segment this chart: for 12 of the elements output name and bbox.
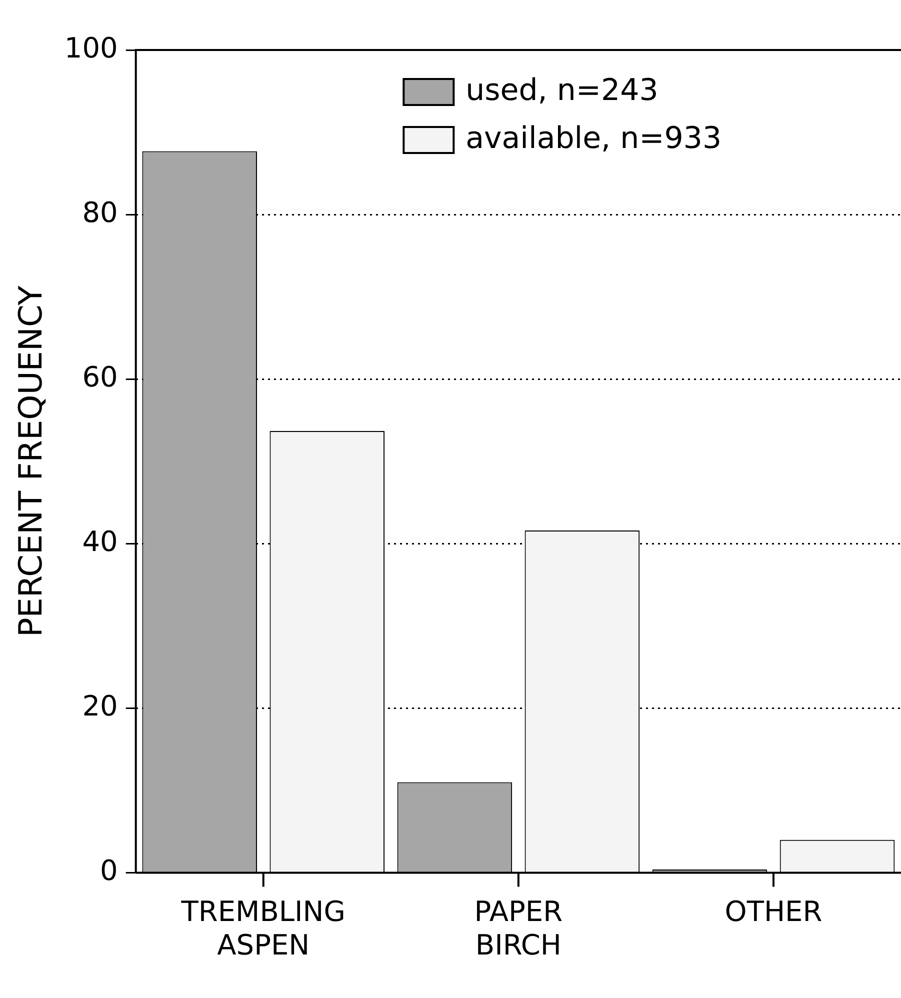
y-tick-label: 100 xyxy=(64,31,118,64)
x-tick-label: PAPER BIRCH xyxy=(474,894,563,962)
legend-label: available, n=933 xyxy=(466,120,722,156)
legend-label: used, n=243 xyxy=(466,72,658,108)
y-tick-label: 0 xyxy=(100,854,118,888)
x-tick-label: TREMBLING ASPEN xyxy=(180,894,346,962)
y-tick-label: 80 xyxy=(82,196,118,229)
y-tick-label: 60 xyxy=(82,360,118,394)
y-tick-label: 20 xyxy=(82,690,118,723)
y-tick-label: 40 xyxy=(82,524,118,558)
y-axis-title: PERCENT FREQUENCY xyxy=(12,285,50,638)
x-tick-label: OTHER xyxy=(724,894,822,928)
